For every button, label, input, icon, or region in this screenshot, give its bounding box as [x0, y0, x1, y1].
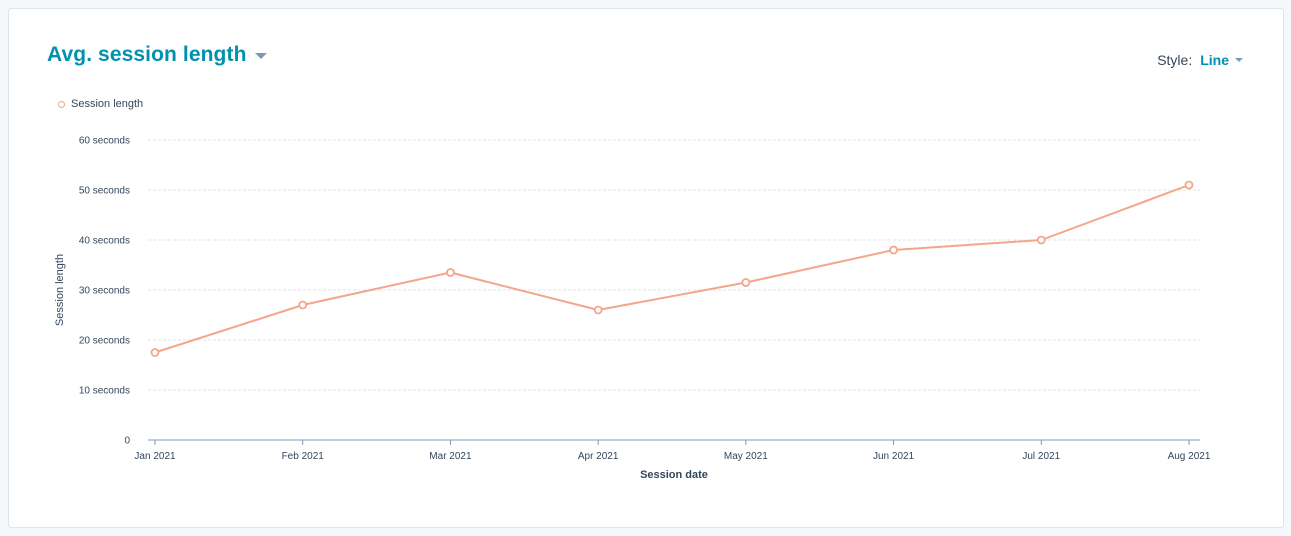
legend-marker-icon [58, 100, 65, 108]
x-tick-label: Feb 2021 [282, 451, 325, 462]
x-tick-label: May 2021 [724, 451, 768, 462]
y-tick-label: 10 seconds [79, 386, 130, 397]
y-tick-label: 40 seconds [79, 236, 130, 247]
data-point[interactable] [298, 300, 308, 310]
style-selector: Style: Line [1157, 52, 1243, 68]
x-tick-label: Aug 2021 [1168, 451, 1211, 462]
report-card: Avg. session length Style: Line Session … [8, 8, 1284, 528]
report-title: Avg. session length [47, 43, 247, 66]
y-axis-title: Session length [54, 254, 66, 326]
x-tick-label: Jun 2021 [873, 451, 915, 462]
series-line [154, 184, 1190, 354]
y-tick-label: 20 seconds [79, 336, 130, 347]
x-tick-label: Jan 2021 [134, 451, 176, 462]
report-title-dropdown[interactable]: Avg. session length [47, 43, 267, 67]
data-point[interactable] [889, 245, 898, 255]
chart-legend[interactable]: Session length [58, 98, 143, 110]
data-point[interactable] [446, 268, 455, 277]
data-point[interactable] [741, 278, 751, 287]
x-tick-label: Apr 2021 [578, 451, 619, 462]
x-axis-title: Session date [640, 469, 708, 481]
y-tick-label: 30 seconds [79, 286, 130, 297]
x-tick-label: Mar 2021 [429, 451, 472, 462]
y-tick-label: 50 seconds [79, 186, 130, 197]
y-tick-label: 0 [124, 436, 130, 447]
y-tick-label: 60 seconds [79, 136, 130, 147]
legend-label: Session length [71, 98, 144, 110]
style-dropdown[interactable]: Line [1200, 52, 1243, 68]
data-point[interactable] [593, 305, 603, 315]
data-point[interactable] [1184, 180, 1194, 190]
style-value: Line [1200, 52, 1229, 68]
style-label: Style: [1157, 52, 1193, 68]
x-tick-label: Jul 2021 [1022, 451, 1060, 462]
chevron-down-icon [1235, 58, 1243, 62]
data-point[interactable] [150, 348, 160, 357]
chevron-down-icon [254, 53, 267, 59]
data-point[interactable] [1036, 235, 1046, 245]
